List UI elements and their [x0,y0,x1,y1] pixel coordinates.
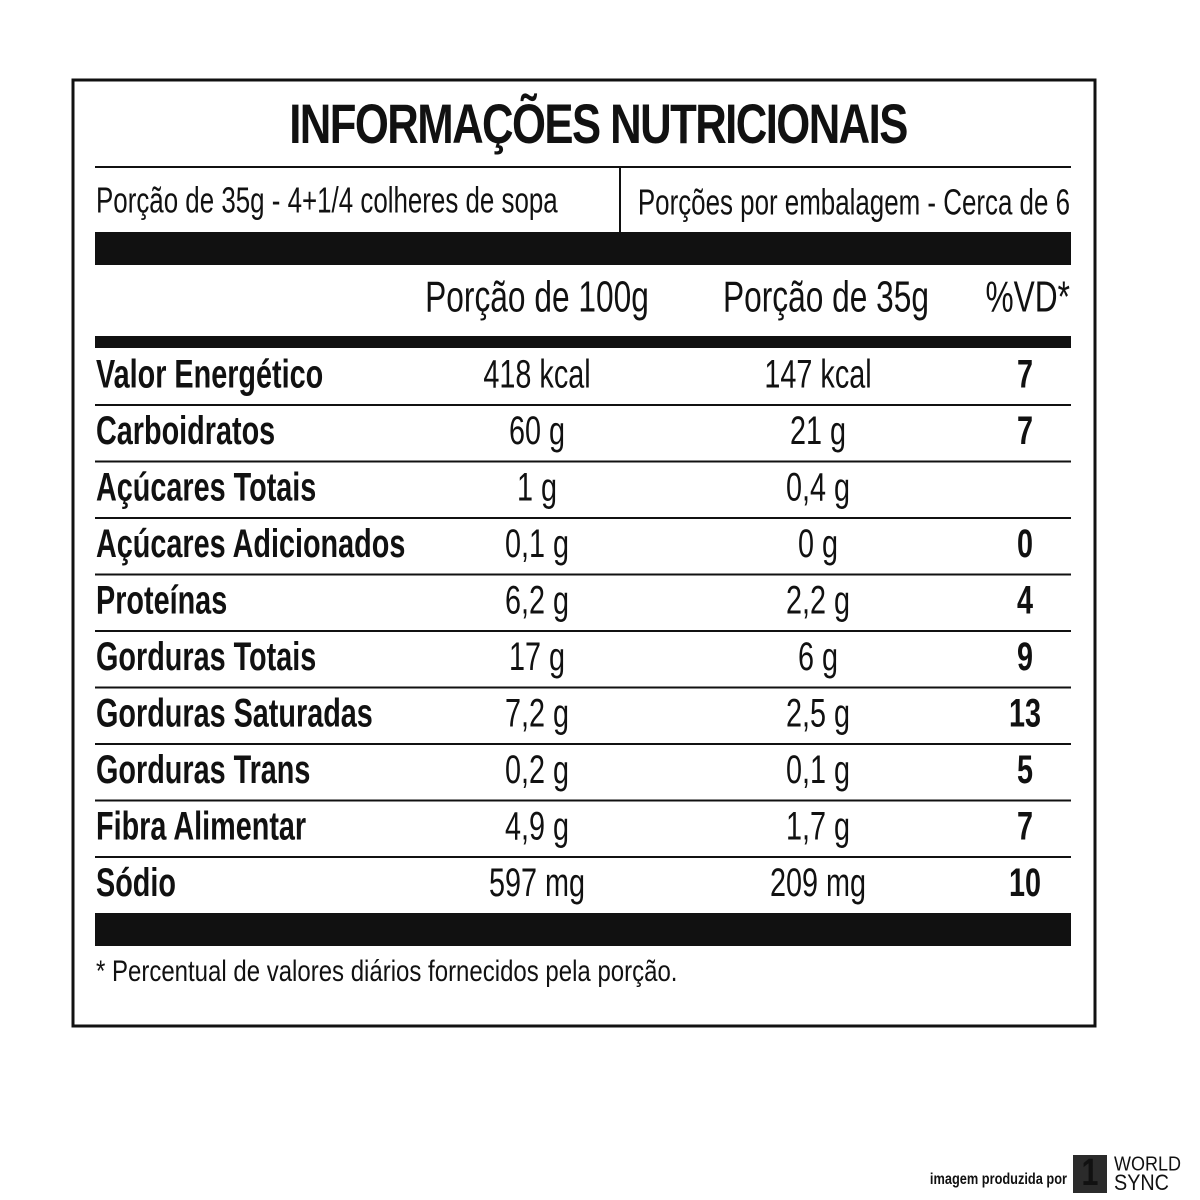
value-portion: 147 kcal [764,352,871,397]
value-100g: 60 g [509,408,565,453]
daily-value: 10 [1009,860,1041,905]
value-portion: 1,7 g [786,804,850,849]
nutrient-name: Proteínas [96,578,227,623]
nutrient-name: Valor Energético [96,352,323,397]
column-header: Porção de 35g [723,273,929,322]
value-portion: 0,4 g [786,465,850,510]
daily-value: 0 [1017,521,1033,566]
value-100g: 0,1 g [505,521,569,566]
nutrient-name: Sódio [96,860,176,905]
value-100g: 4,9 g [505,804,569,849]
credit: imagem produzida por [930,1171,1067,1189]
logo-box [1073,1155,1107,1193]
value-portion: 209 mg [770,860,866,905]
serving-size: Porção de 35g - 4+1/4 colheres de sopa [96,180,558,220]
value-portion: 2,2 g [786,578,850,623]
thick-bar [95,336,1071,348]
value-portion: 21 g [790,408,846,453]
column-header: %VD* [986,273,1071,322]
logo-number: 1 [1082,1152,1099,1194]
thick-bar [95,913,1071,946]
value-portion: 6 g [798,634,838,679]
column-header: Porção de 100g [425,273,649,322]
logo-text: WORLD [1114,1153,1181,1175]
value-100g: 7,2 g [505,691,569,736]
footnote: * Percentual de valores diários fornecid… [96,953,677,987]
value-100g: 1 g [517,465,557,510]
nutrient-name: Açúcares Totais [96,465,316,510]
nutrient-name: Açúcares Adicionados [96,521,405,566]
value-100g: 597 mg [489,860,585,905]
daily-value: 7 [1017,804,1033,849]
daily-value: 4 [1017,578,1034,623]
value-100g: 6,2 g [505,578,569,623]
value-portion: 0 g [798,521,838,566]
nutrient-name: Gorduras Totais [96,634,316,679]
outer-border [71,78,1097,1028]
daily-value: 9 [1017,634,1033,679]
daily-value: 5 [1017,747,1033,792]
title: INFORMAÇÕES NUTRICIONAIS [289,91,907,155]
nutrient-name: Gorduras Trans [96,747,310,792]
daily-value: 7 [1017,352,1033,397]
value-100g: 17 g [509,634,565,679]
value-100g: 0,2 g [505,747,569,792]
nutrient-name: Carboidratos [96,408,275,453]
daily-value: 7 [1017,408,1033,453]
daily-value: 13 [1009,691,1041,736]
nutrient-name: Fibra Alimentar [96,804,306,849]
value-portion: 0,1 g [786,747,850,792]
value-100g: 418 kcal [483,352,590,397]
thick-bar [95,232,1071,265]
nutrient-name: Gorduras Saturadas [96,691,373,736]
servings-per-package: Porções por embalagem - Cerca de 6 [638,182,1070,222]
value-portion: 2,5 g [786,691,850,736]
logo-text: SYNC [1114,1171,1169,1195]
